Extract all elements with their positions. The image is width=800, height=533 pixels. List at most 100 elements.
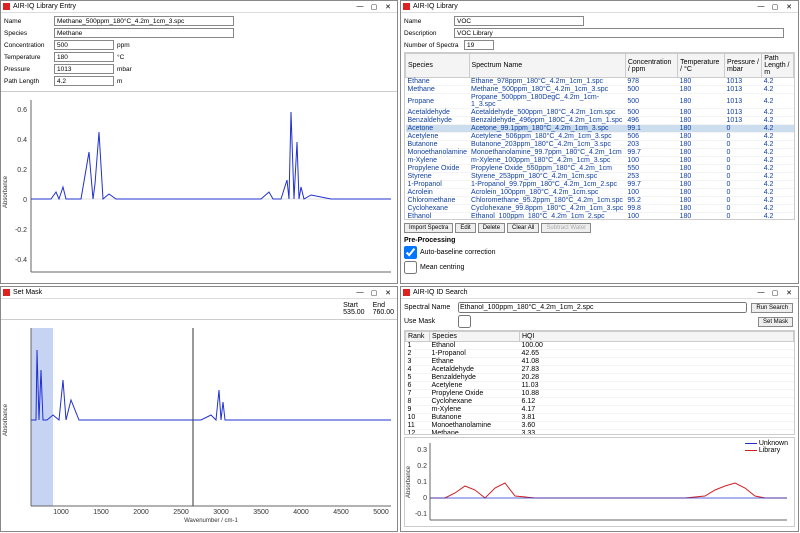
table-row[interactable]: MonoethanolamineMonoethanolamine_99.7ppm… bbox=[406, 149, 794, 157]
table-row[interactable]: m-Xylenem-Xylene_100ppm_180°C_4.2m_1cm_3… bbox=[406, 157, 794, 165]
table-row[interactable]: 5Benzaldehyde20.28 bbox=[406, 374, 794, 382]
table-row[interactable]: 21-Propanol42.65 bbox=[406, 350, 794, 358]
clear-all-button[interactable]: Clear All bbox=[507, 223, 539, 233]
press-input[interactable] bbox=[54, 64, 114, 74]
app-icon bbox=[3, 289, 10, 296]
column-header[interactable]: Species bbox=[406, 54, 470, 78]
spectral-input[interactable] bbox=[458, 302, 747, 313]
table-row[interactable]: Propylene OxidePropylene Oxide_550ppm_18… bbox=[406, 165, 794, 173]
table-row[interactable]: BenzaldehydeBenzaldehyde_496ppm_180C_4.2… bbox=[406, 117, 794, 125]
table-row[interactable]: 1-Propanol1-Propanol_99.7ppm_180°C_4.2m_… bbox=[406, 181, 794, 189]
maximize-button[interactable]: ▢ bbox=[367, 2, 381, 12]
ylabel: Absorbance bbox=[406, 465, 412, 498]
set-mask-button[interactable]: Set Mask bbox=[758, 317, 793, 327]
subtract-water-button[interactable]: Subtract Water bbox=[541, 223, 591, 233]
table-row[interactable]: AcetoneAcetone_99.1ppm_180°C_4.2m_1cm_3.… bbox=[406, 125, 794, 133]
library-window: AIR-IQ Library — ▢ ✕ Name Description Nu… bbox=[400, 0, 799, 284]
svg-text:-0.2: -0.2 bbox=[15, 227, 27, 234]
entry-chart: Absorbance -0.4 -0.2 0 0.2 0.4 0.6 bbox=[1, 91, 397, 284]
spectral-label: Spectral Name bbox=[404, 304, 454, 311]
temp-unit: °C bbox=[117, 54, 124, 61]
column-header[interactable]: HQI bbox=[520, 332, 794, 342]
table-row[interactable]: EthanolEthanol_100ppm_180°C_4.2m_1cm_2.s… bbox=[406, 213, 794, 221]
table-row[interactable]: 3Ethane41.08 bbox=[406, 358, 794, 366]
table-row[interactable]: MethaneMethane_500ppm_180°C_4.2m_1cm_3.s… bbox=[406, 86, 794, 94]
app-icon bbox=[403, 289, 410, 296]
minimize-button[interactable]: — bbox=[754, 288, 768, 298]
form: Name Species Concentrationppm Temperatur… bbox=[1, 13, 397, 91]
minimize-button[interactable]: — bbox=[353, 288, 367, 298]
mask-region[interactable] bbox=[31, 328, 53, 506]
table-row[interactable]: AcroleinAcrolein_100ppm_180°C_4.2m_1cm.s… bbox=[406, 189, 794, 197]
table-row[interactable]: 9m-Xylene4.17 bbox=[406, 406, 794, 414]
table-row[interactable]: 10Butanone3.81 bbox=[406, 414, 794, 422]
search-window: AIR-IQ ID Search — ▢ ✕ Spectral Name Run… bbox=[400, 286, 799, 532]
svg-text:1500: 1500 bbox=[93, 509, 109, 516]
minimize-button[interactable]: — bbox=[353, 2, 367, 12]
column-header[interactable]: Spectrum Name bbox=[469, 54, 625, 78]
table-row[interactable]: 4Acetaldehyde27.83 bbox=[406, 366, 794, 374]
column-header[interactable]: Pressure / mbar bbox=[725, 54, 762, 78]
run-search-button[interactable]: Run Search bbox=[751, 303, 793, 313]
search-chart: Unknown Library Absorbance -0.1 0 0.1 0.… bbox=[404, 437, 795, 527]
xticks: 1000 1500 2000 2500 3000 3500 4000 4500 … bbox=[53, 509, 389, 516]
svg-text:-0.4: -0.4 bbox=[15, 257, 27, 264]
delete-button[interactable]: Delete bbox=[478, 223, 505, 233]
table-row[interactable]: 6Acetylene11.03 bbox=[406, 382, 794, 390]
conc-input[interactable] bbox=[54, 40, 114, 50]
column-header[interactable]: Rank bbox=[406, 332, 430, 342]
species-input[interactable] bbox=[54, 28, 234, 38]
close-button[interactable]: ✕ bbox=[381, 288, 395, 298]
table-row[interactable]: 7Propylene Oxide10.88 bbox=[406, 390, 794, 398]
end-label: End bbox=[373, 302, 394, 309]
column-header[interactable]: Temperature / °C bbox=[678, 54, 725, 78]
path-input[interactable] bbox=[54, 76, 114, 86]
xlabel: Wavenumber / cm-1 bbox=[184, 518, 238, 524]
results-scroll[interactable]: RankSpeciesHQI 1Ethanol100.0021-Propanol… bbox=[404, 330, 795, 435]
conc-label: Concentration bbox=[4, 42, 54, 49]
svg-text:0: 0 bbox=[23, 197, 27, 204]
library-buttons: Import SpectraEditDeleteClear AllSubtrac… bbox=[404, 223, 795, 233]
minimize-button[interactable]: — bbox=[754, 2, 768, 12]
library-table-scroll[interactable]: SpeciesSpectrum NameConcentration / ppmT… bbox=[404, 52, 795, 220]
count-input[interactable] bbox=[464, 40, 494, 50]
meancenter-checkbox[interactable] bbox=[404, 261, 417, 274]
table-row[interactable]: 11Monoethanolamine3.60 bbox=[406, 422, 794, 430]
name-input[interactable] bbox=[454, 16, 584, 26]
table-row[interactable]: ButanoneButanone_203ppm_180°C_4.2m_1cm_3… bbox=[406, 141, 794, 149]
close-button[interactable]: ✕ bbox=[782, 2, 796, 12]
legend-swatch-library bbox=[745, 450, 757, 452]
name-input[interactable] bbox=[54, 16, 234, 26]
legend-swatch-unknown bbox=[745, 443, 757, 445]
usemask-checkbox[interactable] bbox=[458, 315, 471, 328]
press-label: Pressure bbox=[4, 66, 54, 73]
column-header[interactable]: Path Length / m bbox=[762, 54, 794, 78]
table-row[interactable]: CyclohexaneCyclohexane_99.8ppm_180°C_4.2… bbox=[406, 205, 794, 213]
close-button[interactable]: ✕ bbox=[782, 288, 796, 298]
table-row[interactable]: 12Methane3.33 bbox=[406, 430, 794, 436]
table-row[interactable]: PropanePropane_500ppm_180DegC_4.2m_1cm-1… bbox=[406, 94, 794, 109]
column-header[interactable]: Species bbox=[430, 332, 520, 342]
import-spectra-button[interactable]: Import Spectra bbox=[404, 223, 453, 233]
maximize-button[interactable]: ▢ bbox=[768, 288, 782, 298]
temp-input[interactable] bbox=[54, 52, 114, 62]
table-row[interactable]: 1Ethanol100.00 bbox=[406, 342, 794, 350]
desc-label: Description bbox=[404, 30, 454, 37]
table-row[interactable]: AcetyleneAcetylene_506ppm_180°C_4.2m_1cm… bbox=[406, 133, 794, 141]
svg-text:0.2: 0.2 bbox=[17, 167, 27, 174]
mask-params: Start535.00 End760.00 bbox=[1, 299, 397, 319]
table-row[interactable]: EthaneEthane_978ppm_180°C_4.2m_1cm_1.spc… bbox=[406, 78, 794, 86]
edit-button[interactable]: Edit bbox=[455, 223, 475, 233]
table-row[interactable]: 8Cyclohexane6.12 bbox=[406, 398, 794, 406]
maximize-button[interactable]: ▢ bbox=[367, 288, 381, 298]
table-row[interactable]: AcetaldehydeAcetaldehyde_500ppm_180°C_4.… bbox=[406, 109, 794, 117]
table-row[interactable]: ChloromethaneChloromethane_95.2ppm_180°C… bbox=[406, 197, 794, 205]
baseline-checkbox[interactable] bbox=[404, 246, 417, 259]
svg-text:0.6: 0.6 bbox=[17, 107, 27, 114]
end-value: 760.00 bbox=[373, 309, 394, 316]
close-button[interactable]: ✕ bbox=[381, 2, 395, 12]
maximize-button[interactable]: ▢ bbox=[768, 2, 782, 12]
desc-input[interactable] bbox=[454, 28, 784, 38]
table-row[interactable]: StyreneStyrene_253ppm_180°C_4.2m_1cm.spc… bbox=[406, 173, 794, 181]
column-header[interactable]: Concentration / ppm bbox=[625, 54, 677, 78]
